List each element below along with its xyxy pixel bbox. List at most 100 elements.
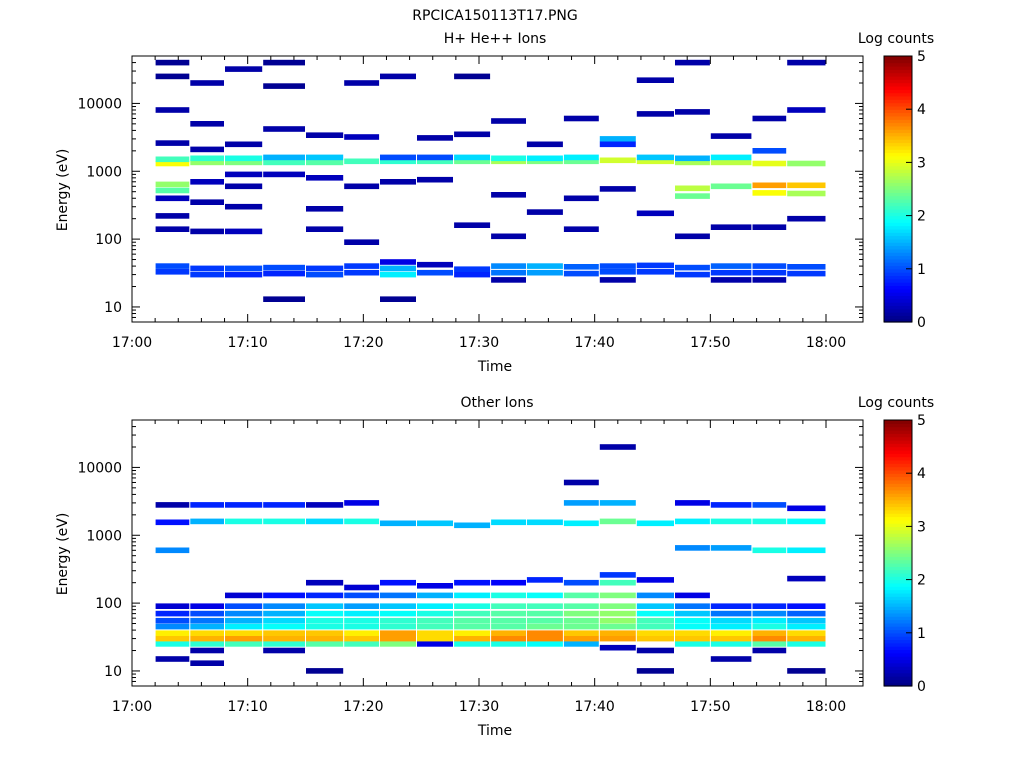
heatmap-cell [636,630,674,636]
colorbar-segment [884,666,912,670]
heatmap-cell [526,141,563,148]
colorbar-segment [884,549,912,554]
heatmap-cell [454,73,491,80]
heatmap-cell [454,222,491,228]
heatmap-cell [380,158,416,165]
heatmap-cell [636,647,674,654]
heatmap-cell [710,635,752,642]
heatmap-cell [190,630,224,636]
colorbar-segment [884,109,912,114]
colorbar: 0 1 2 3 4 5 [883,49,926,331]
heatmap-cell [752,547,787,554]
heatmap-cell [599,186,636,192]
heatmap-cell [344,610,380,617]
heatmap-cell [454,610,491,617]
heatmap-cell [752,617,787,624]
heatmap-cell [417,603,453,609]
colorbar-segment [884,255,912,260]
heatmap-cell [190,80,224,86]
heatmap-cell [155,547,190,554]
heatmap-cell [225,265,263,272]
heatmap-cell [636,158,674,165]
heatmap-cell [491,269,526,276]
heatmap-cell [155,140,190,146]
y-axis-label: Energy (eV) [55,513,71,596]
colorbar-segment [884,456,912,461]
x-tick-label: 17:20 [343,699,383,715]
heatmap-cell [599,617,636,624]
y-tick-label: 10000 [77,96,122,112]
colorbar-segment [884,420,912,424]
heatmap-cell [306,635,344,642]
colorbar: 0 1 2 3 4 5 [883,413,926,695]
heatmap-cell [190,635,224,642]
heatmap-cell [454,603,491,609]
x-tick-label: 17:30 [459,699,499,715]
colorbar-tick-label: 4 [917,102,926,118]
heatmap-cell [599,592,636,599]
heatmap-cell [710,502,752,508]
heatmap-cell [599,269,636,275]
heatmap-cell [225,635,263,642]
heatmap-cell [225,171,263,178]
heatmap-cell [306,502,344,508]
heatmap-cell [710,656,752,662]
heatmap-cell [526,577,563,583]
heatmap-cell [675,109,710,115]
colorbar-segment [884,295,912,300]
heatmap-cell [599,630,636,636]
heatmap-cell [675,518,710,525]
heatmap-cell [787,215,826,222]
heatmap-cell [563,641,599,647]
heatmap-cell [263,296,305,302]
heatmap-cell [675,623,710,630]
heatmap-cell [190,603,224,609]
heatmap-cell [306,641,344,647]
colorbar-frame [883,55,913,323]
colorbar-segment [884,423,912,428]
x-axis-label: Time [477,359,512,375]
heatmap-cell [563,579,599,586]
heatmap-cell [636,603,674,609]
heatmap-cell [787,623,826,630]
colorbar-segment [884,533,912,537]
colorbar-segment [884,619,912,624]
colorbar-segment [884,208,912,213]
heatmap-cell [155,226,190,232]
colorbar-segment [884,466,912,471]
heatmap-cell [563,226,599,232]
heatmap-cell [225,183,263,190]
heatmap-cell [263,610,305,617]
colorbar-label: Log counts [858,395,934,411]
colorbar-segment [884,258,912,263]
heatmap-cell [787,635,826,642]
heatmap-cell [417,135,453,141]
heatmap-cell [636,623,674,630]
heatmap-cell [675,617,710,624]
heatmap-cell [636,635,674,642]
colorbar-segment [884,626,912,631]
heatmap-cell [417,520,453,527]
heatmap-cell [155,502,190,508]
heatmap-cell [306,610,344,617]
heatmap-cell [787,547,826,554]
colorbar-segment [884,656,912,661]
colorbar-segment [884,469,912,474]
heatmap-cell [752,190,787,196]
colorbar-tick-label: 5 [917,49,926,65]
colorbar-segment [884,636,912,641]
heatmap-cell [454,635,491,642]
heatmap-cell [454,131,491,138]
heatmap-cell [225,66,263,72]
colorbar-segment [884,519,912,524]
heatmap-cell [710,545,752,551]
heatmap-cell [263,635,305,642]
colorbar-segment [884,89,912,94]
heatmap-cell [454,617,491,624]
x-tick-label: 17:20 [343,335,383,351]
colorbar-segment [884,506,912,511]
heatmap-cell [491,118,526,124]
heatmap-cell [190,623,224,630]
heatmap-cell [526,610,563,617]
heatmap-cell [380,579,416,586]
